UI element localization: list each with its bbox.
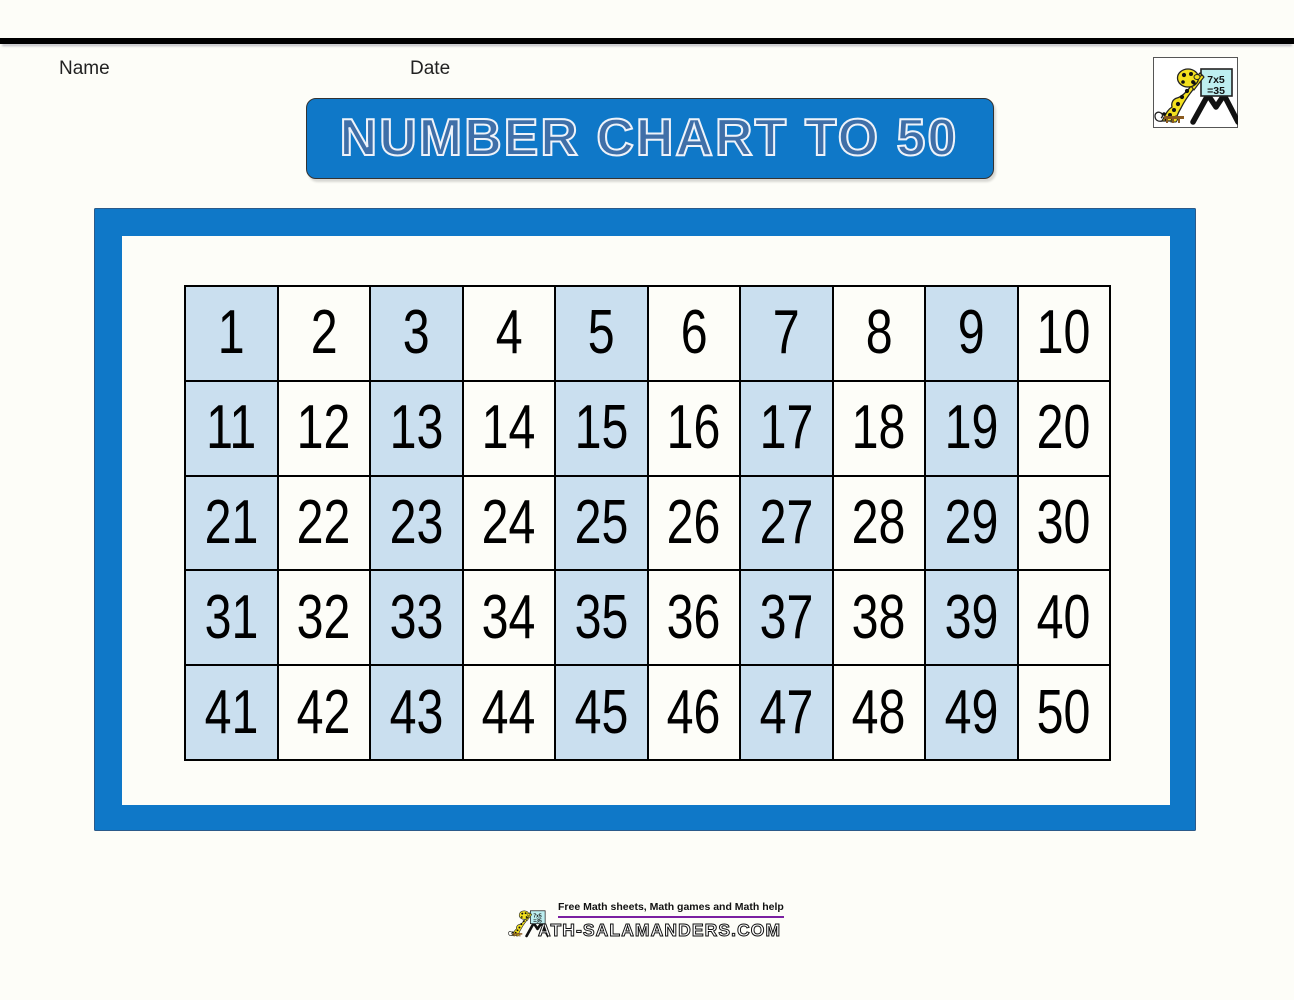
- svg-text:=35: =35: [1207, 85, 1225, 97]
